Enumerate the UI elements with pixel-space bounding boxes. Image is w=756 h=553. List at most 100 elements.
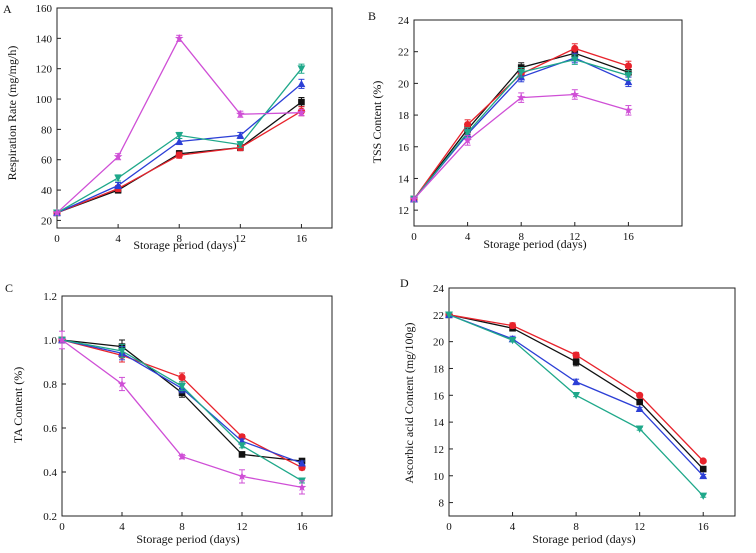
panel-d-x-tick-label-1: 4 bbox=[510, 521, 516, 533]
panel-a-series-4-point-2 bbox=[174, 33, 184, 42]
panel-a-x-tick-label-1: 4 bbox=[115, 233, 121, 245]
panel-d-series-2-point-2 bbox=[572, 377, 581, 386]
panel-c-x-tick-label-1: 4 bbox=[119, 521, 125, 533]
panel-a-y-tick-label-7: 160 bbox=[36, 3, 53, 15]
panel-d-series-1-point-2 bbox=[572, 351, 580, 359]
panel-a-y-tick-label-3: 80 bbox=[41, 124, 53, 136]
panel-c-y-tick-label-2: 0.6 bbox=[43, 423, 57, 435]
panel-c-x-tick-label-2: 8 bbox=[179, 521, 185, 533]
panel-d-series-3-point-3 bbox=[635, 425, 644, 433]
panel-d: D Ascorbic acid Content (mg/100g) Storag… bbox=[400, 276, 736, 546]
panel-c-series-4-point-4 bbox=[297, 482, 307, 492]
panel-d-series-0-line bbox=[448, 314, 704, 470]
panel-d-y-tick-label-1: 10 bbox=[433, 471, 445, 483]
panel-d-y-tick-label-7: 22 bbox=[433, 310, 444, 322]
panel-c-series-4-point-0 bbox=[57, 335, 67, 344]
panel-b-series-3-point-2 bbox=[517, 68, 526, 77]
panel-b-y-tick-label-6: 24 bbox=[398, 15, 410, 27]
panel-c-series-2-line bbox=[61, 339, 303, 464]
panel-a-series-4-point-3 bbox=[236, 109, 245, 118]
panel-d-y-tick-label-5: 18 bbox=[433, 363, 445, 375]
panel-d-y-tick-label-4: 16 bbox=[433, 390, 445, 402]
panel-c-y-tick-label-5: 1.2 bbox=[43, 291, 57, 303]
panel-d-series-1-point-1 bbox=[508, 321, 517, 330]
panel-b-series-4-point-4 bbox=[624, 105, 633, 114]
panel-a-series-2-point-2 bbox=[175, 137, 184, 145]
panel-a-x-title: Storage period (days) bbox=[133, 238, 236, 252]
panel-c-x-title: Storage period (days) bbox=[136, 532, 239, 546]
panel-c-series-2-point-4 bbox=[298, 459, 306, 467]
panel-a-series-3-point-3 bbox=[236, 141, 245, 149]
panel-d-x-tick-label-3: 12 bbox=[634, 521, 645, 533]
panel-b-series-3-point-4 bbox=[624, 72, 633, 80]
panel-c-series-3-point-1 bbox=[118, 347, 126, 355]
panel-d-y-title: Ascorbic acid Content (mg/100g) bbox=[402, 323, 416, 484]
panel-c-plot: 0 4 8 12 16 0.2 0.4 0.6 0.8 1.0 1.2 bbox=[43, 291, 333, 533]
panel-c-y-tick-label-1: 0.4 bbox=[43, 467, 57, 479]
panel-a-y-tick-label-4: 100 bbox=[36, 94, 53, 106]
panel-b-series-4-point-1 bbox=[463, 135, 472, 145]
panel-b-series-2-point-4 bbox=[624, 77, 633, 86]
panel-c-x-tick-label-4: 16 bbox=[297, 521, 309, 533]
panel-a-y-tick-label-5: 120 bbox=[36, 64, 53, 76]
panel-d-x-tick-label-4: 16 bbox=[698, 521, 710, 533]
panel-b-series-1-point-3 bbox=[571, 44, 579, 53]
panel-b-plot: 0 4 8 12 16 12 14 16 18 20 22 24 bbox=[398, 15, 683, 243]
panel-b-y-tick-label-3: 18 bbox=[398, 110, 410, 122]
panel-c-y-tick-label-0: 0.2 bbox=[43, 511, 57, 523]
panel-a-series-3-point-1 bbox=[114, 174, 123, 182]
panel-d-frame bbox=[448, 287, 736, 517]
panel-d-series-2-point-3 bbox=[635, 404, 644, 413]
panel-d-series-0-point-3 bbox=[636, 398, 643, 406]
panel-d-series-3-point-0 bbox=[445, 311, 453, 319]
panel-b-series-3-point-1 bbox=[463, 129, 472, 137]
panel-b-y-tick-label-2: 16 bbox=[398, 142, 410, 154]
panel-d-series-3-point-1 bbox=[508, 337, 517, 345]
panel-b-series-4-point-0 bbox=[409, 194, 419, 203]
panel-b-x-tick-label-4: 16 bbox=[623, 231, 635, 243]
panel-c-frame bbox=[61, 295, 333, 517]
panel-a-series-4-point-0 bbox=[52, 208, 62, 217]
panel-b-series-1-point-1 bbox=[464, 120, 472, 129]
panel-c-series-3-line bbox=[61, 339, 303, 482]
panel-c-series-0-line bbox=[61, 339, 303, 462]
panel-c-y-tick-label-3: 0.8 bbox=[43, 379, 57, 391]
panel-b-y-tick-label-1: 14 bbox=[398, 173, 410, 185]
panel-a-series-1-point-2 bbox=[175, 151, 183, 159]
panel-d-series-3-line bbox=[448, 314, 704, 497]
panel-d-y-tick-label-3: 14 bbox=[433, 417, 445, 429]
panel-d-series-1-point-3 bbox=[636, 391, 644, 399]
panel-b-frame bbox=[413, 19, 683, 227]
panel-a-series-2-line bbox=[56, 83, 302, 214]
panel-letter-b: B bbox=[368, 9, 376, 23]
panel-c-series-4-point-3 bbox=[237, 471, 247, 481]
panel-a-x-tick-label-2: 8 bbox=[176, 233, 182, 245]
panel-b-x-tick-label-2: 8 bbox=[518, 231, 524, 243]
panel-d-y-tick-label-8: 24 bbox=[433, 283, 445, 295]
panel-d-series-3-point-2 bbox=[572, 391, 581, 400]
panel-c-x-tick-label-3: 12 bbox=[237, 521, 248, 533]
panel-d-x-title: Storage period (days) bbox=[532, 532, 635, 546]
panel-a-series-4-point-4 bbox=[297, 108, 306, 117]
panel-letter-a: A bbox=[3, 2, 12, 16]
panel-c-series-0-point-3 bbox=[238, 451, 246, 458]
panel-b: B TSS Content (%) Storage period (days) … bbox=[368, 9, 683, 251]
panel-a-series-1-line bbox=[56, 110, 302, 214]
panel-b-y-tick-label-5: 22 bbox=[398, 47, 409, 59]
panel-a-x-tick-label-4: 16 bbox=[296, 233, 308, 245]
panel-d-series-1-point-4 bbox=[699, 457, 707, 465]
panel-c-series-3-point-3 bbox=[238, 442, 246, 450]
panel-d-x-tick-label-2: 8 bbox=[573, 521, 579, 533]
panel-a-series-4-point-1 bbox=[113, 152, 123, 161]
panel-letter-d: D bbox=[400, 276, 409, 290]
panel-a-series-3-point-4 bbox=[297, 65, 306, 73]
panel-letter-c: C bbox=[5, 281, 13, 295]
panel-b-y-tick-label-4: 20 bbox=[398, 78, 410, 90]
panel-b-x-tick-label-0: 0 bbox=[411, 231, 417, 243]
panel-c-x-tick-label-0: 0 bbox=[59, 521, 65, 533]
panel-a-series-2-point-3 bbox=[236, 131, 245, 139]
panel-c-y-title: TA Content (%) bbox=[11, 367, 25, 443]
panel-a-series-2-point-1 bbox=[114, 181, 123, 189]
panel-d-series-3-point-4 bbox=[699, 492, 708, 500]
